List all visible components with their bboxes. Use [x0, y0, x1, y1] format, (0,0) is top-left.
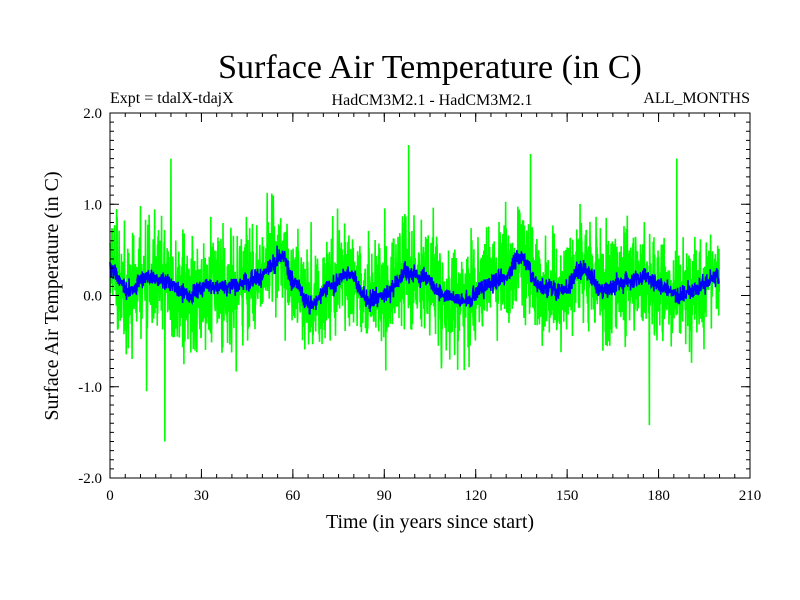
- plot-series-group: [109, 144, 721, 442]
- y-tick-label: 0.0: [83, 289, 102, 305]
- y-tick-label: 2.0: [83, 106, 102, 122]
- subtitle-models: HadCM3M2.1 - HadCM3M2.1: [332, 92, 533, 109]
- subtitle-months: ALL_MONTHS: [643, 90, 750, 107]
- x-axis-label: Time (in years since start): [326, 511, 534, 533]
- series-line-smoothed: [109, 245, 720, 315]
- x-tick-label: 210: [739, 488, 762, 504]
- x-tick-label: 180: [647, 488, 670, 504]
- y-tick-label: -2.0: [78, 471, 102, 487]
- x-tick-label: 0: [106, 488, 114, 504]
- subtitle-experiment: Expt = tdalX-tdajX: [110, 90, 234, 107]
- y-axis-label: Surface Air Temperature (in C): [41, 171, 63, 420]
- x-tick-label: 30: [194, 488, 209, 504]
- x-tick-label: 150: [556, 488, 579, 504]
- y-tick-label: 1.0: [83, 197, 102, 213]
- chart-title: Surface Air Temperature (in C): [218, 49, 642, 86]
- x-tick-label: 90: [377, 488, 392, 504]
- y-tick-label: -1.0: [78, 380, 102, 396]
- axes-group: 0 30 60 90 120 150 180 210 -2.0 -1.0 0.0 1.0 2.0: [78, 106, 761, 504]
- series-line-monthly: [109, 144, 721, 442]
- x-tick-label: 60: [285, 488, 300, 504]
- x-tick-label: 120: [464, 488, 487, 504]
- plot-frame: [109, 112, 751, 479]
